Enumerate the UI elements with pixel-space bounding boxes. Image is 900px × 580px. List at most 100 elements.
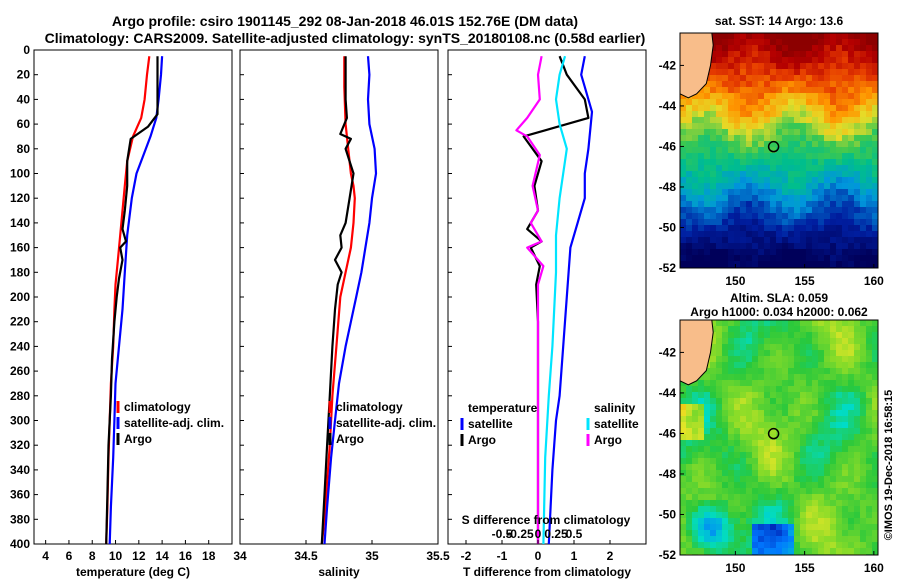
map-cell: [734, 93, 741, 100]
map-cell: [746, 404, 753, 411]
map-cell: [728, 536, 735, 543]
map-cell: [818, 117, 825, 124]
map-cell: [806, 506, 813, 513]
map-cell: [806, 320, 813, 327]
map-cell: [854, 404, 861, 411]
map-cell: [806, 135, 813, 142]
map-cell: [836, 440, 843, 447]
map-cell: [764, 189, 771, 196]
map-cell: [680, 482, 687, 489]
map-cell: [848, 201, 855, 208]
map-cell: [746, 93, 753, 100]
map-cell: [872, 518, 878, 525]
map-cell: [788, 57, 795, 64]
map-cell: [860, 237, 867, 244]
map-cell: [812, 482, 819, 489]
map-cell: [830, 81, 837, 88]
map-cell: [764, 237, 771, 244]
map-cell: [704, 237, 711, 244]
map-cell: [746, 189, 753, 196]
map-cell: [704, 452, 711, 459]
map-cell: [806, 231, 813, 238]
map-cell: [698, 524, 705, 531]
map-cell: [734, 51, 741, 58]
map-cell: [848, 177, 855, 184]
map-cell: [686, 183, 693, 190]
map-cell: [872, 75, 878, 82]
map-y-tick-label: -48: [659, 180, 677, 194]
map-cell: [776, 159, 783, 166]
map-cell: [854, 518, 861, 525]
map-cell: [788, 368, 795, 375]
map-cell: [722, 416, 729, 423]
map-cell: [728, 171, 735, 178]
map-cell: [848, 147, 855, 154]
map-cell: [848, 386, 855, 393]
map-cell: [698, 458, 705, 465]
map-cell: [818, 320, 825, 327]
map-cell: [758, 458, 765, 465]
map-cell: [836, 105, 843, 112]
map-cell: [800, 482, 807, 489]
map-cell: [716, 219, 723, 226]
map-cell: [830, 416, 837, 423]
map-cell: [812, 63, 819, 70]
map-cell: [812, 386, 819, 393]
map-cell: [794, 117, 801, 124]
map-cell: [770, 524, 777, 531]
map-cell: [800, 99, 807, 106]
map-cell: [704, 470, 711, 477]
map-cell: [704, 219, 711, 226]
map-cell: [806, 69, 813, 76]
map-cell: [764, 530, 771, 537]
map-cell: [836, 338, 843, 345]
map-cell: [848, 332, 855, 339]
map-cell: [836, 141, 843, 148]
map-cell: [758, 117, 765, 124]
map-cell: [764, 470, 771, 477]
map-cell: [758, 87, 765, 94]
map-cell: [818, 75, 825, 82]
map-cell: [764, 87, 771, 94]
map-cell: [836, 464, 843, 471]
map-cell: [722, 45, 729, 52]
map-cell: [752, 261, 759, 268]
map-cell: [800, 111, 807, 118]
map-cell: [806, 237, 813, 244]
map-cell: [770, 225, 777, 232]
map-cell: [836, 422, 843, 429]
map-cell: [764, 213, 771, 220]
map-cell: [830, 147, 837, 154]
map-cell: [812, 530, 819, 537]
map-cell: [776, 213, 783, 220]
map-cell: [788, 93, 795, 100]
map-cell: [704, 177, 711, 184]
map-cell: [818, 231, 825, 238]
map-cell: [728, 93, 735, 100]
map-cell: [776, 243, 783, 250]
map-cell: [716, 231, 723, 238]
map-cell: [746, 398, 753, 405]
map-cell: [848, 111, 855, 118]
depth-tick-label: 200: [10, 290, 30, 304]
map-cell: [710, 135, 717, 142]
map-cell: [752, 356, 759, 363]
map-cell: [830, 261, 837, 268]
map-cell: [794, 159, 801, 166]
map-cell: [764, 225, 771, 232]
map-cell: [860, 404, 867, 411]
map-cell: [872, 434, 878, 441]
map-cell: [740, 33, 747, 40]
map-cell: [716, 392, 723, 399]
map-cell: [824, 356, 831, 363]
map-cell: [734, 69, 741, 76]
map-cell: [752, 93, 759, 100]
map-cell: [698, 530, 705, 537]
map-cell: [728, 39, 735, 46]
map-cell: [710, 183, 717, 190]
map-cell: [854, 446, 861, 453]
map-cell: [716, 512, 723, 519]
map-y-tick-label: -42: [659, 345, 677, 359]
map-cell: [860, 512, 867, 519]
map-cell: [782, 183, 789, 190]
